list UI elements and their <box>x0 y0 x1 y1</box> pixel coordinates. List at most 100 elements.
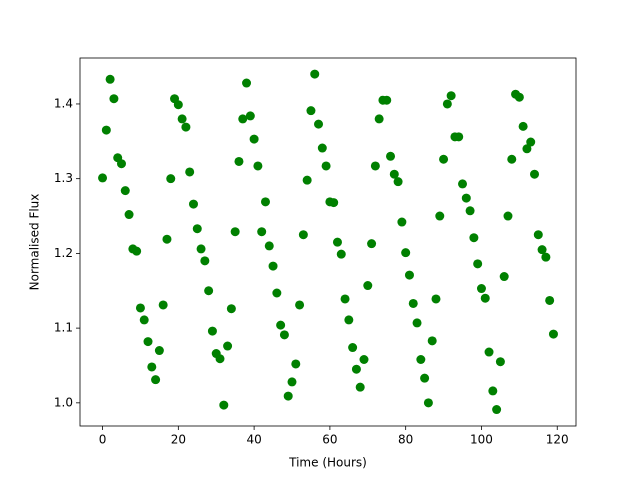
point <box>484 347 494 357</box>
point <box>306 106 316 116</box>
point <box>188 199 198 209</box>
point <box>386 151 396 161</box>
point <box>393 177 403 187</box>
point <box>264 241 274 251</box>
point <box>522 144 532 154</box>
point <box>537 245 547 255</box>
point <box>351 364 361 374</box>
axes-frame <box>79 57 577 427</box>
point <box>469 233 479 243</box>
point <box>488 386 498 396</box>
point <box>420 373 430 383</box>
point <box>109 94 119 104</box>
point <box>344 315 354 325</box>
x-tick-label: 40 <box>246 433 261 447</box>
point <box>151 375 161 385</box>
point <box>507 154 517 164</box>
point <box>238 114 248 124</box>
point <box>245 111 255 121</box>
point <box>204 286 214 296</box>
point <box>476 284 486 294</box>
point <box>139 315 149 325</box>
point <box>317 143 327 153</box>
point <box>249 134 259 144</box>
y-tick-label: 1.1 <box>54 321 73 335</box>
point <box>340 294 350 304</box>
point <box>530 169 540 179</box>
point <box>495 357 505 367</box>
point <box>260 197 270 207</box>
x-tick-label: 20 <box>171 433 186 447</box>
point <box>336 249 346 259</box>
x-tick-label: 60 <box>322 433 337 447</box>
point <box>154 346 164 356</box>
point <box>242 78 252 88</box>
point <box>370 161 380 171</box>
point <box>526 137 536 147</box>
y-tick-label: 1.2 <box>54 246 73 260</box>
point <box>230 227 240 237</box>
point <box>215 354 225 364</box>
point <box>359 354 369 364</box>
point <box>310 69 320 79</box>
point <box>192 224 202 234</box>
point <box>185 167 195 177</box>
point <box>173 100 183 110</box>
point <box>207 326 217 336</box>
x-tick-label: 80 <box>398 433 413 447</box>
point <box>412 318 422 328</box>
point <box>223 341 233 351</box>
y-tick-label: 1.4 <box>54 96 73 110</box>
y-tick-label: 1.0 <box>54 395 73 409</box>
point <box>514 92 524 102</box>
point <box>492 405 502 415</box>
point <box>314 119 324 129</box>
point <box>177 114 187 124</box>
x-tick-label: 0 <box>99 433 107 447</box>
point <box>105 74 115 84</box>
point <box>116 159 126 169</box>
point <box>166 174 176 184</box>
point <box>446 91 456 101</box>
point <box>298 230 308 240</box>
point <box>442 99 452 109</box>
point <box>461 193 471 203</box>
x-tick-label: 120 <box>546 433 569 447</box>
point <box>439 154 449 164</box>
point <box>423 398 433 408</box>
point <box>503 211 513 221</box>
point <box>499 272 509 282</box>
point <box>435 211 445 221</box>
point <box>143 337 153 347</box>
point <box>200 256 210 266</box>
point <box>120 186 130 196</box>
point <box>291 359 301 369</box>
point <box>272 288 282 298</box>
point <box>404 270 414 280</box>
point <box>276 320 286 330</box>
point <box>132 246 142 256</box>
point <box>302 175 312 185</box>
point <box>518 121 528 131</box>
point <box>147 362 157 372</box>
point <box>401 248 411 258</box>
point <box>416 354 426 364</box>
point <box>545 295 555 305</box>
point <box>268 261 278 271</box>
point <box>348 343 358 353</box>
point <box>287 377 297 387</box>
point <box>355 382 365 392</box>
point <box>533 230 543 240</box>
point <box>321 161 331 171</box>
point <box>295 300 305 310</box>
point <box>135 303 145 313</box>
point <box>458 179 468 189</box>
point <box>181 122 191 132</box>
point <box>408 298 418 308</box>
point <box>548 329 558 339</box>
point <box>389 169 399 179</box>
point <box>257 227 267 237</box>
point <box>226 304 236 314</box>
point <box>427 336 437 346</box>
